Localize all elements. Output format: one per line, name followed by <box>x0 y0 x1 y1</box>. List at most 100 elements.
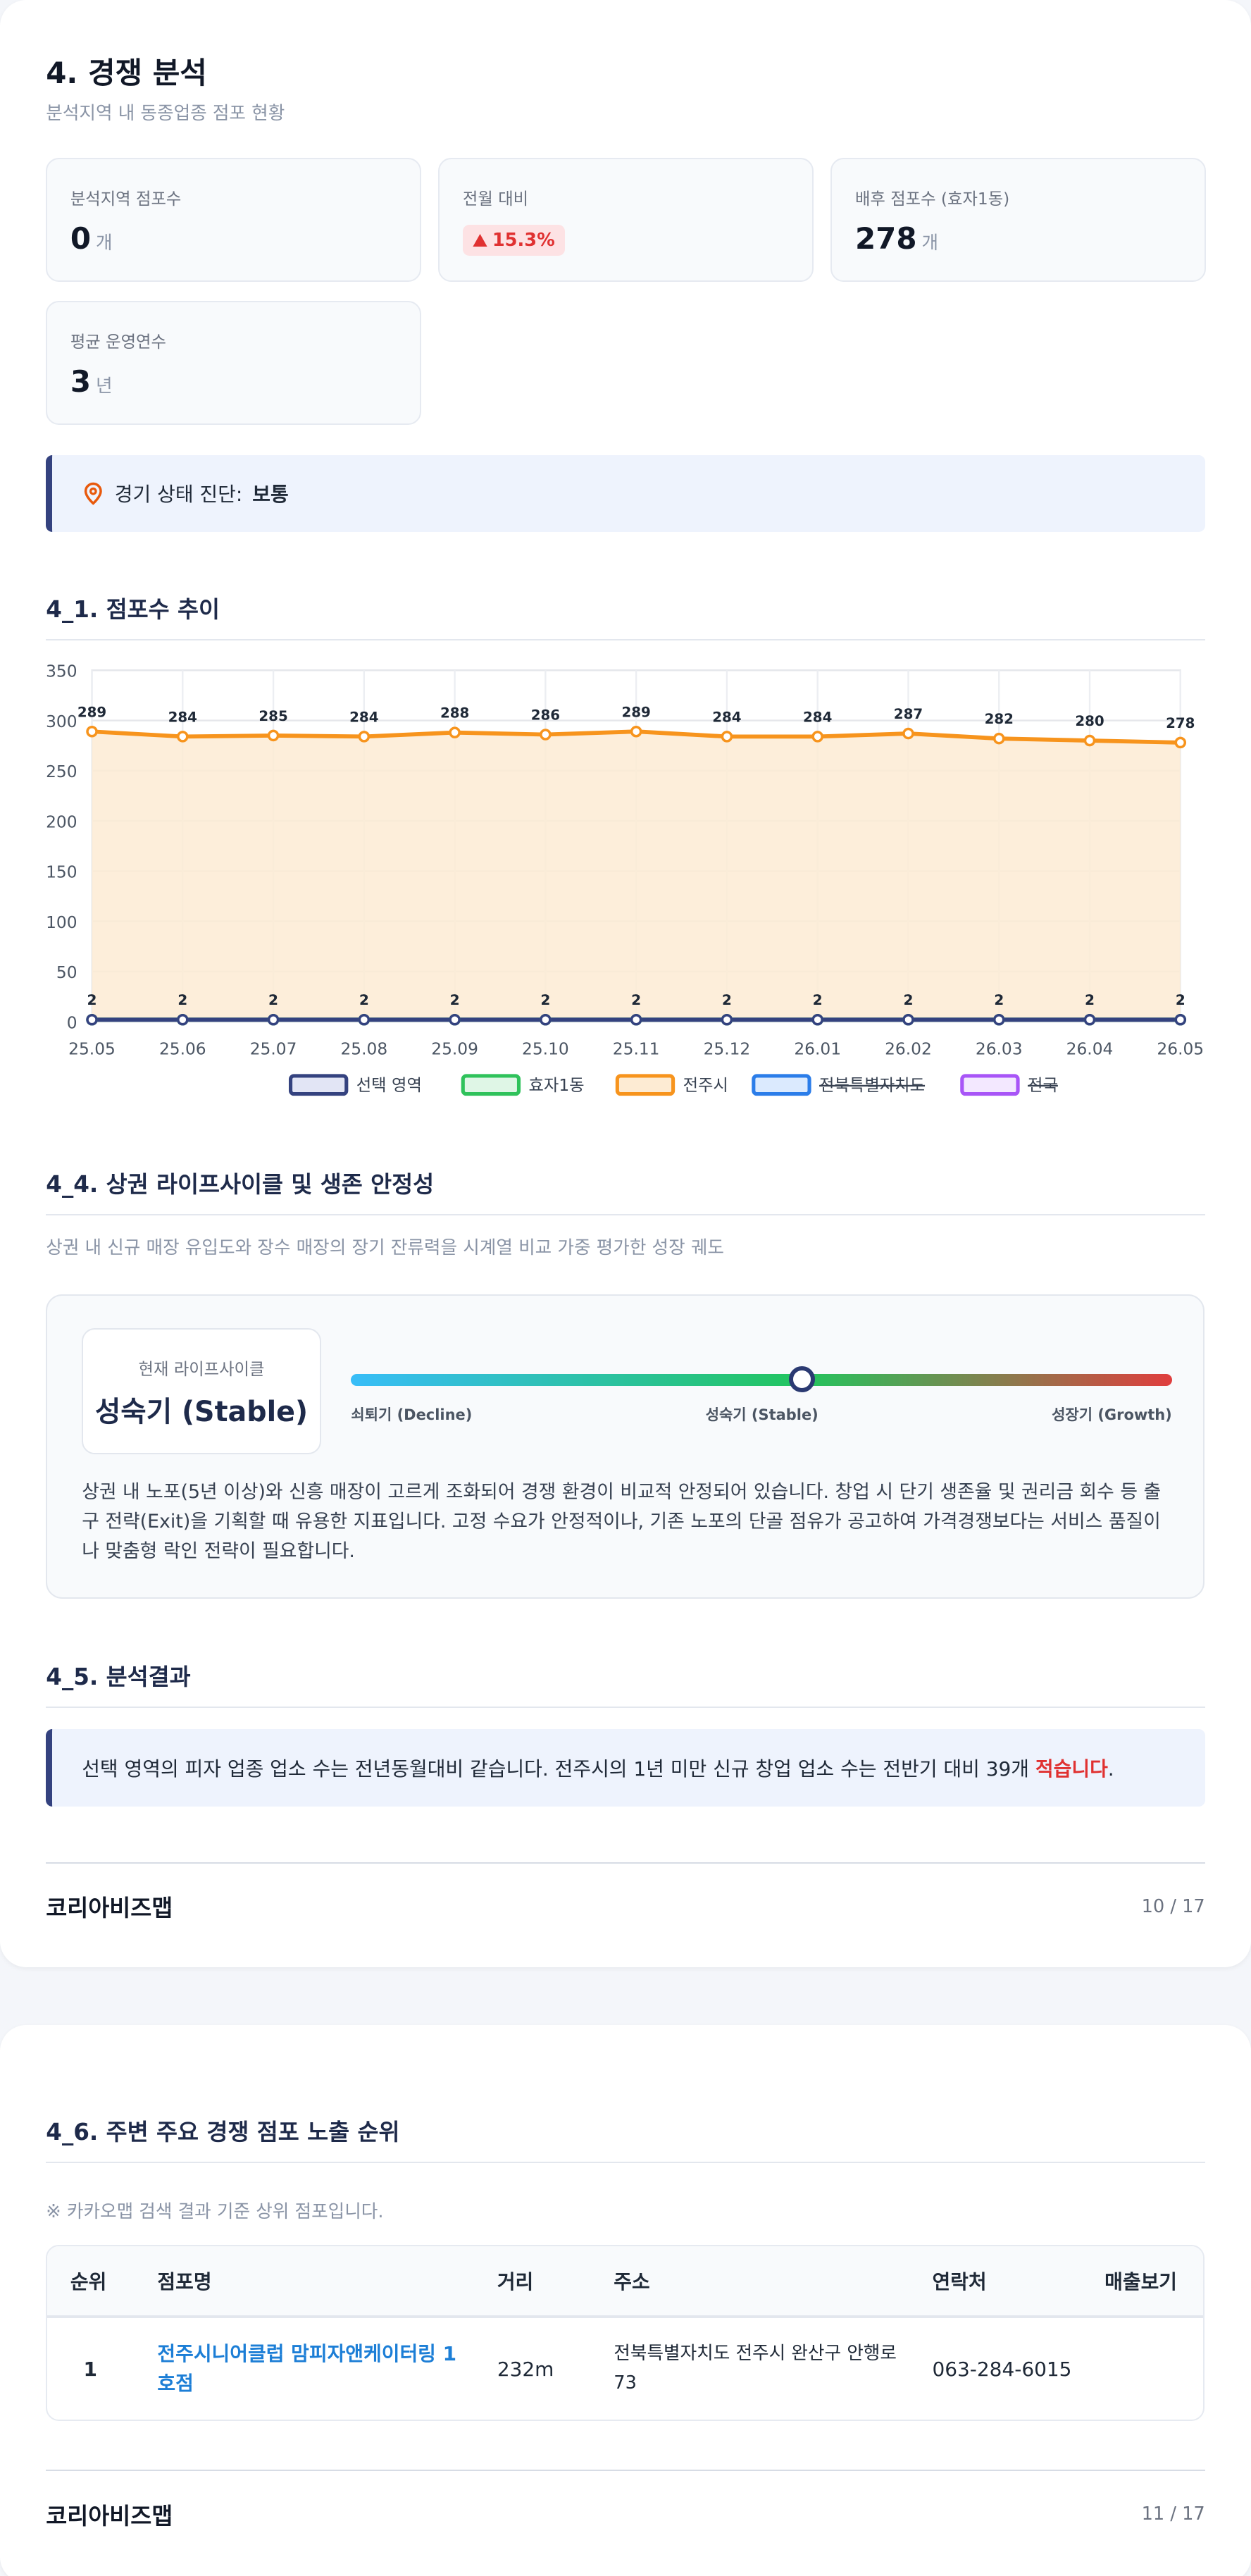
data-label: 284 <box>168 709 197 725</box>
data-label: 287 <box>894 706 923 722</box>
x-tick-label: 25.05 <box>68 1039 116 1058</box>
legend-swatch <box>960 1074 1020 1096</box>
data-label: 278 <box>1166 715 1195 731</box>
stat-value: 0 <box>70 221 92 256</box>
data-label: 2 <box>1176 992 1185 1008</box>
data-label: 288 <box>440 705 469 721</box>
data-label: 280 <box>1075 713 1104 729</box>
stat-label: 전월 대비 <box>462 190 529 209</box>
stat-label: 분석지역 점포수 <box>70 190 182 209</box>
result-highlight: 적습니다 <box>1035 1757 1108 1781</box>
stat-card: 배후 점포수 (효자1동) 278 개 <box>830 157 1207 283</box>
data-label: 285 <box>259 708 287 724</box>
stat-card: 분석지역 점포수 0 개 <box>46 157 422 283</box>
data-label: 2 <box>904 992 914 1008</box>
data-label: 2 <box>813 992 823 1008</box>
y-tick-label: 50 <box>56 963 77 982</box>
x-tick-label: 26.04 <box>1066 1039 1114 1058</box>
data-label: 2 <box>87 992 97 1008</box>
th: 순위 <box>47 2246 156 2318</box>
stat-label: 평균 운영연수 <box>70 332 166 352</box>
diagnosis-box: 경기 상태 진단: 보통 <box>46 454 1205 533</box>
lifecycle-marker <box>788 1366 816 1393</box>
stage-label: 성장기 (Growth) <box>1052 1406 1172 1424</box>
current-stage: 성숙기 (Stable) <box>94 1396 309 1429</box>
stat-unit: 개 <box>921 233 939 254</box>
point <box>1174 736 1187 748</box>
data-label: 2 <box>540 992 550 1008</box>
data-label: 2 <box>631 992 641 1008</box>
stage-label: 쇠퇴기 (Decline) <box>351 1406 473 1424</box>
diagnosis-label: 경기 상태 진단: <box>114 483 243 507</box>
legend-swatch <box>288 1074 349 1096</box>
section-title: 4_5. 분석결과 <box>46 1659 1205 1708</box>
lifecycle-bar <box>351 1374 1172 1386</box>
x-tick-label: 26.03 <box>976 1039 1023 1058</box>
x-tick-label: 25.11 <box>613 1039 660 1058</box>
legend-swatch <box>461 1074 521 1096</box>
data-label: 2 <box>722 992 732 1008</box>
point <box>902 727 914 739</box>
data-label: 289 <box>77 704 106 720</box>
x-tick-label: 25.12 <box>704 1039 751 1058</box>
y-tick-label: 150 <box>46 862 77 881</box>
data-label: 2 <box>268 992 278 1008</box>
point <box>721 730 733 743</box>
change-value: 15.3% <box>492 229 555 251</box>
x-tick-label: 26.01 <box>794 1039 841 1058</box>
data-label: 2 <box>178 992 187 1008</box>
legend-label: 효자1동 <box>528 1076 584 1095</box>
data-label: 2 <box>450 992 460 1008</box>
point <box>992 1013 1005 1026</box>
point <box>358 1013 371 1026</box>
y-tick-label: 100 <box>46 913 77 932</box>
point <box>177 730 189 743</box>
section-title: 4_6. 주변 주요 경쟁 점포 노출 순위 <box>46 2114 1205 2163</box>
result-box: 선택 영역의 피자 업종 업소 수는 전년동월대비 같습니다. 전주시의 1년 … <box>46 1729 1205 1807</box>
stat-unit: 개 <box>96 233 113 254</box>
td: 1 <box>83 2357 97 2381</box>
point <box>267 729 280 741</box>
line-chart: 0 50 100 150 200 250 300 350 25.05 25.06 25.07 25.0… <box>46 662 1204 1096</box>
point <box>267 1013 280 1026</box>
store-link[interactable]: 전주시니어클럽 맘피자앤케이터링 1호점 <box>157 2342 457 2396</box>
brand: 코리아비즈맵 <box>46 1895 173 1922</box>
y-tick-label: 300 <box>46 712 77 731</box>
point <box>540 728 552 741</box>
td: 232m <box>497 2357 554 2381</box>
x-tick-label: 25.10 <box>522 1039 569 1058</box>
x-tick-label: 26.05 <box>1157 1039 1204 1058</box>
legend-swatch <box>615 1074 676 1096</box>
x-tick-label: 25.09 <box>431 1039 478 1058</box>
point <box>992 732 1005 745</box>
data-label: 284 <box>712 709 741 725</box>
td: 전북특별자치도 전주시 완산구 안행로 73 <box>614 2343 897 2394</box>
stat-label: 배후 점포수 (효자1동) <box>854 190 1010 209</box>
point <box>811 730 823 743</box>
y-tick-label: 0 <box>67 1013 77 1032</box>
page-number: 11 / 17 <box>1141 2503 1205 2525</box>
stat-unit: 년 <box>96 376 113 397</box>
point <box>540 1013 552 1026</box>
point <box>721 1013 733 1026</box>
section-title: 4_4. 상권 라이프사이클 및 생존 안정성 <box>46 1166 1205 1215</box>
data-label: 2 <box>1085 992 1095 1008</box>
point <box>86 725 98 738</box>
data-label: 2 <box>813 992 823 1008</box>
th: 거리 <box>495 2246 612 2318</box>
x-tick-label: 26.02 <box>885 1039 932 1058</box>
x-tick-label: 25.07 <box>250 1039 297 1058</box>
point <box>177 1013 189 1026</box>
note: ※ 카카오맵 검색 결과 기준 상위 점포입니다. <box>46 2201 384 2223</box>
data-label: 2 <box>178 992 187 1008</box>
data-label: 2 <box>631 992 641 1008</box>
legend-label: 전북특별자치도 <box>819 1076 925 1095</box>
y-tick-label: 250 <box>46 762 77 781</box>
point <box>358 730 371 743</box>
stat-value: 278 <box>854 221 917 256</box>
data-label: 284 <box>803 709 832 725</box>
diagnosis-value: 보통 <box>252 483 289 507</box>
point <box>1083 1013 1096 1026</box>
point <box>449 726 461 738</box>
